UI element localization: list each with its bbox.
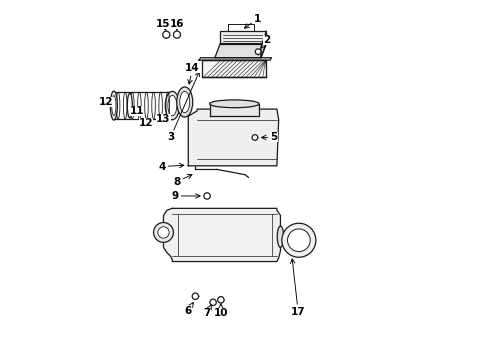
Circle shape (173, 31, 180, 38)
Text: 4: 4 (158, 162, 184, 171)
Text: 2: 2 (262, 35, 270, 48)
Text: 12: 12 (139, 118, 153, 128)
Text: 7: 7 (203, 305, 211, 318)
Text: 1: 1 (245, 14, 261, 28)
Text: 5: 5 (262, 132, 278, 143)
Circle shape (158, 227, 169, 238)
Text: 16: 16 (170, 19, 184, 30)
Text: 3: 3 (167, 72, 199, 143)
Circle shape (163, 31, 170, 38)
Polygon shape (210, 104, 259, 116)
Ellipse shape (127, 93, 132, 118)
Text: 15: 15 (155, 19, 170, 30)
Polygon shape (188, 109, 279, 166)
Text: 11: 11 (130, 106, 144, 116)
Text: 10: 10 (214, 304, 228, 318)
Circle shape (210, 299, 216, 306)
Polygon shape (220, 31, 266, 44)
Ellipse shape (168, 95, 177, 116)
Circle shape (282, 223, 316, 257)
Polygon shape (261, 31, 266, 58)
Circle shape (252, 135, 258, 140)
Text: 17: 17 (291, 259, 305, 317)
Ellipse shape (180, 91, 190, 113)
Text: 13: 13 (156, 114, 171, 124)
Ellipse shape (277, 226, 284, 247)
Ellipse shape (210, 100, 259, 108)
Ellipse shape (177, 87, 193, 117)
Ellipse shape (112, 96, 116, 116)
Ellipse shape (110, 91, 118, 120)
Circle shape (255, 49, 261, 54)
Polygon shape (215, 44, 266, 58)
Text: 14: 14 (185, 63, 200, 84)
Circle shape (204, 193, 210, 199)
Ellipse shape (165, 91, 179, 120)
Polygon shape (164, 208, 280, 261)
Circle shape (153, 222, 173, 242)
Polygon shape (199, 58, 271, 60)
Text: 6: 6 (184, 303, 193, 316)
Polygon shape (202, 60, 266, 77)
Text: 8: 8 (173, 175, 192, 187)
Circle shape (288, 229, 310, 252)
Circle shape (218, 297, 224, 303)
Circle shape (192, 293, 198, 300)
Text: 12: 12 (99, 97, 113, 107)
Text: 9: 9 (172, 191, 200, 201)
